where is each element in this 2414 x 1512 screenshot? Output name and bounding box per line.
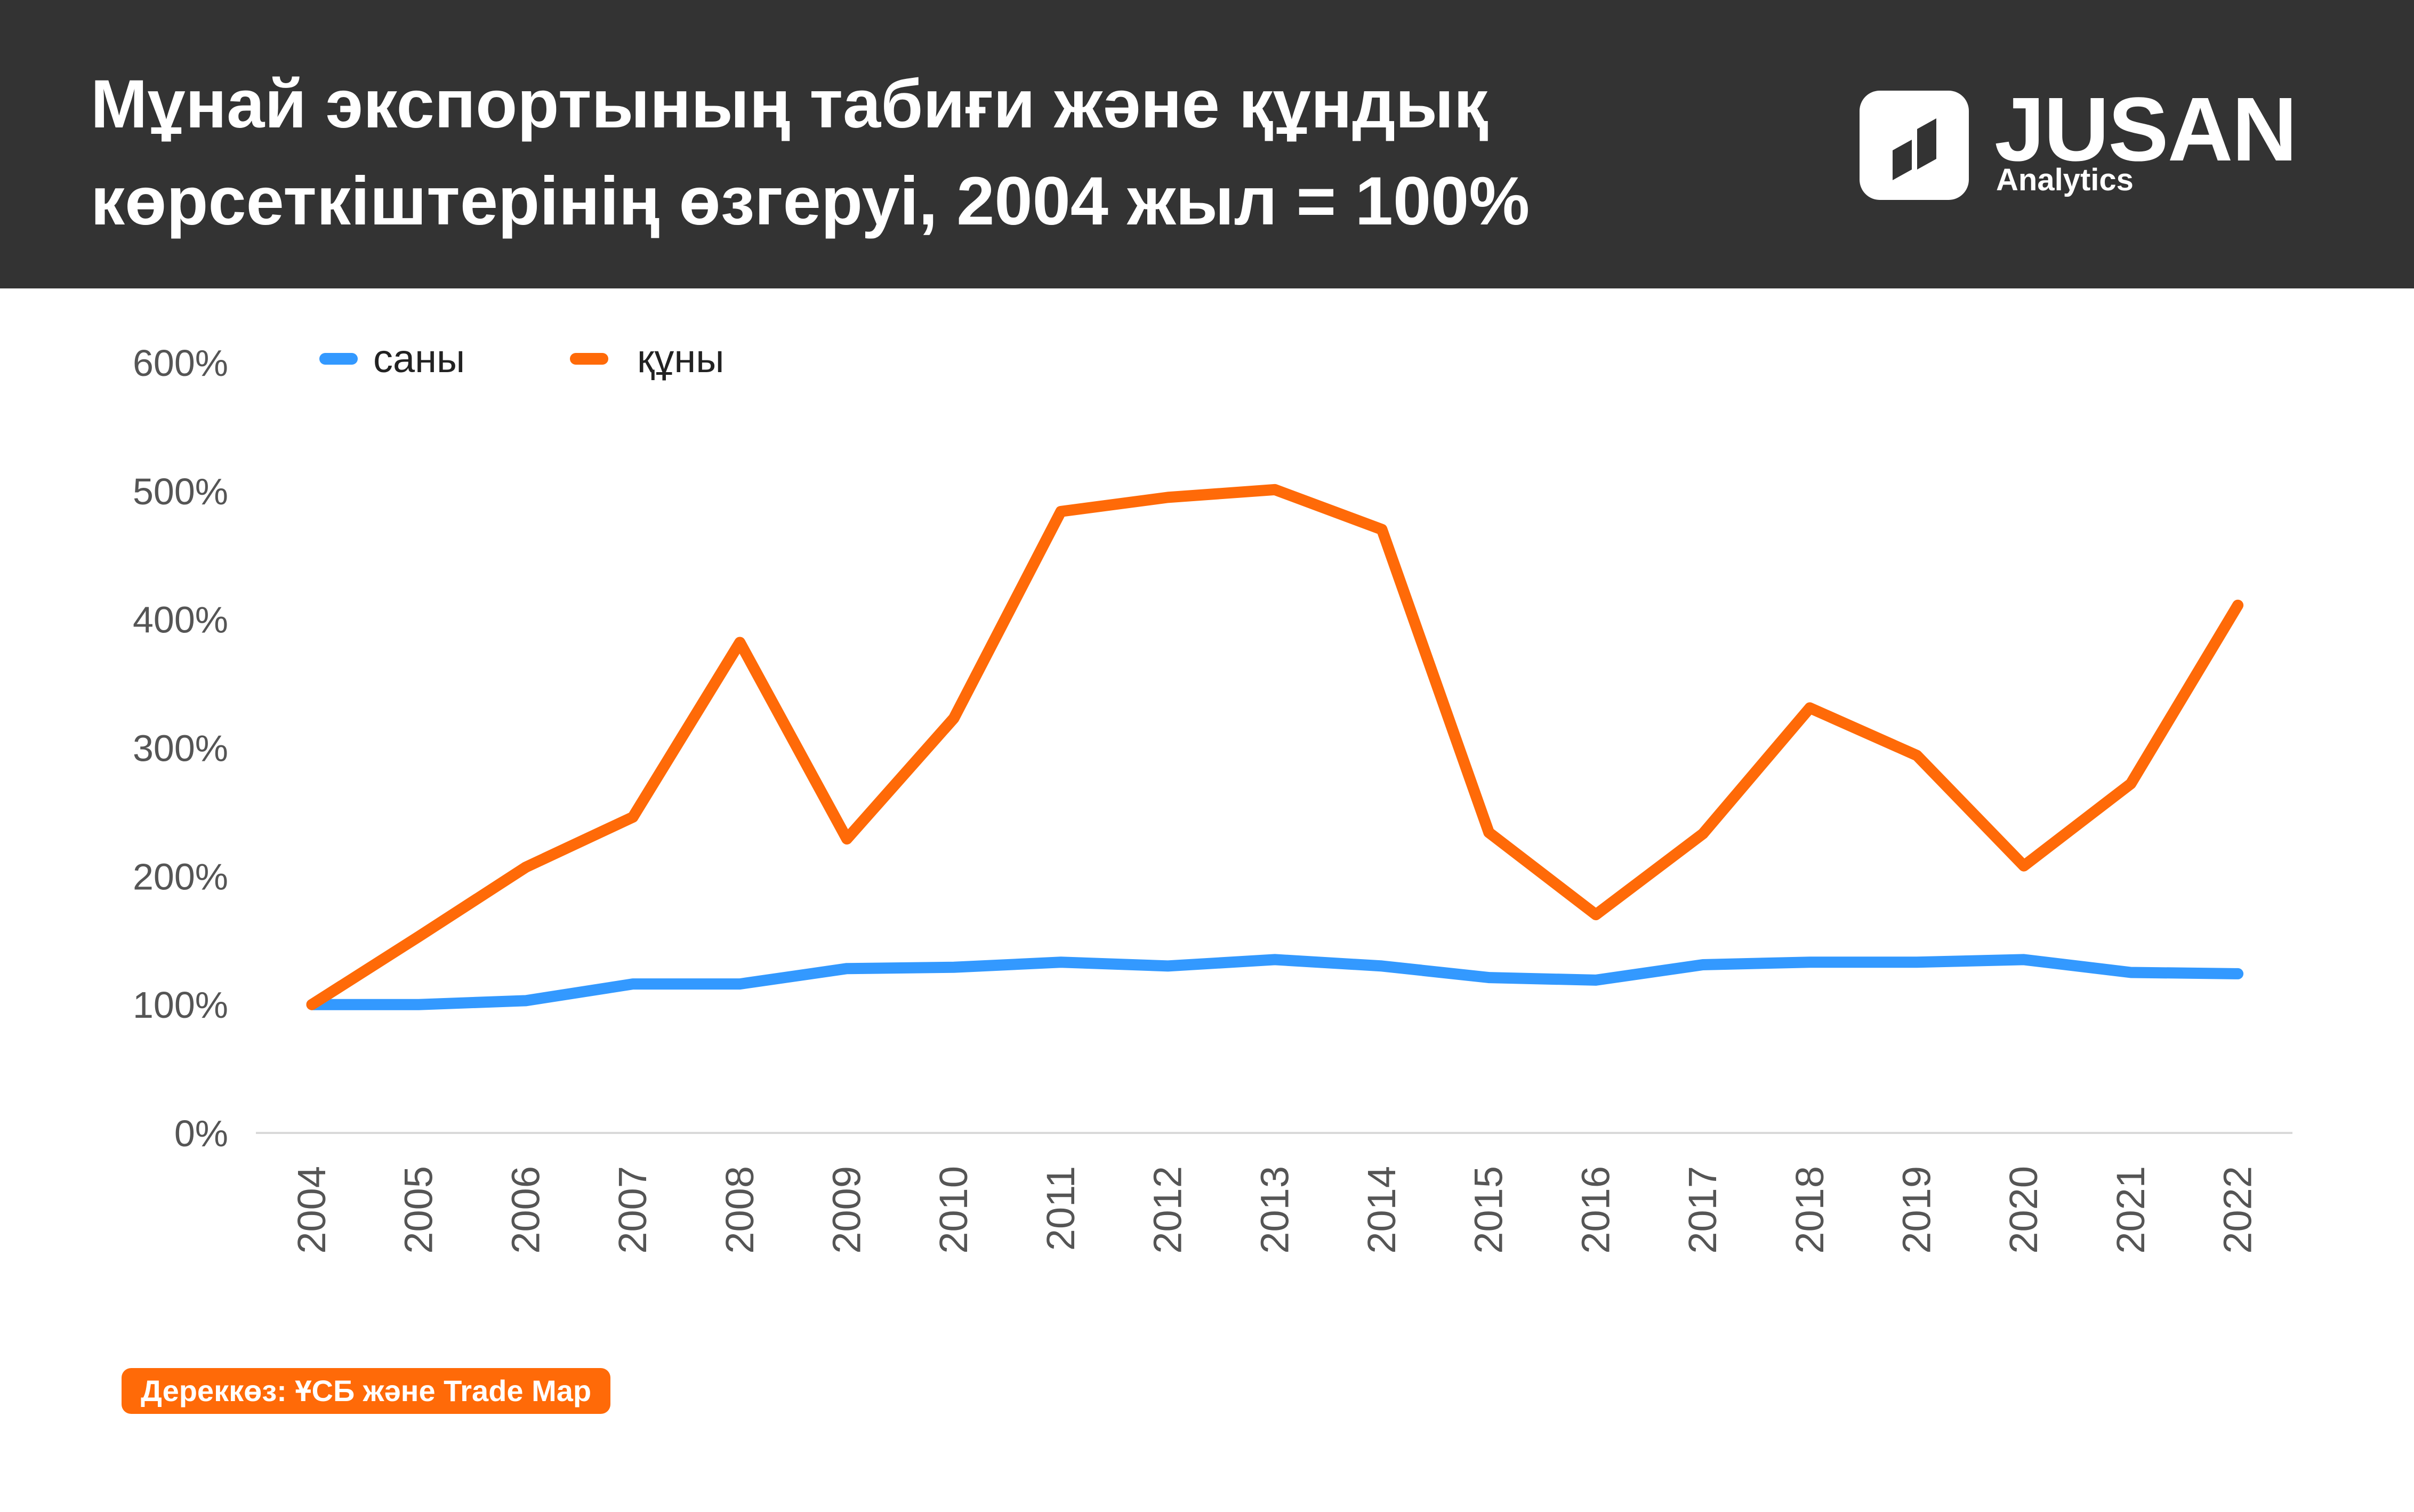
y-tick-label: 500%: [133, 471, 228, 512]
data-point: [2129, 782, 2133, 785]
x-tick-label: 2008: [718, 1166, 762, 1254]
data-point: [1915, 960, 1919, 964]
x-tick-label: 2015: [1467, 1166, 1511, 1254]
data-point: [1915, 753, 1919, 757]
data-point: [1380, 964, 1383, 968]
data-point: [524, 999, 528, 1002]
data-point: [631, 982, 635, 986]
x-tick-label: 2020: [2001, 1166, 2046, 1254]
data-point: [952, 966, 956, 969]
x-tick-label: 2018: [1788, 1166, 1832, 1254]
data-point: [1273, 958, 1277, 961]
x-axis: 2004 2005 2006 2007 2008 2009 2010 2011 2012 2013…: [289, 1166, 2260, 1254]
x-tick-label: 2004: [289, 1166, 334, 1254]
data-point: [1273, 488, 1277, 492]
legend-label: саны: [373, 336, 465, 381]
data-point: [1594, 913, 1598, 916]
data-point: [2236, 604, 2240, 607]
y-tick-label: 400%: [133, 599, 228, 641]
data-point: [1166, 964, 1170, 968]
data-point: [1166, 495, 1170, 499]
data-point: [738, 982, 742, 986]
series-line-sany: [306, 954, 2244, 1010]
data-point: [310, 1003, 313, 1007]
x-tick-label: 2016: [1573, 1166, 1618, 1254]
x-tick-label: 2013: [1252, 1166, 1297, 1254]
y-tick-label: 200%: [133, 856, 228, 897]
y-tick-label: 300%: [133, 728, 228, 769]
data-point: [1594, 978, 1598, 982]
data-point: [631, 815, 635, 819]
data-point: [417, 1003, 421, 1007]
data-point: [2022, 958, 2026, 961]
data-point: [738, 641, 742, 645]
y-tick-label: 600%: [133, 342, 228, 384]
data-point: [2236, 972, 2240, 976]
jusan-logo-icon: [1860, 91, 1969, 200]
data-point: [2129, 970, 2133, 974]
x-tick-label: 2022: [2216, 1166, 2260, 1254]
data-point: [1701, 832, 1705, 835]
x-tick-label: 2009: [825, 1166, 869, 1254]
legend: саны құны: [319, 336, 724, 381]
x-tick-label: 2005: [397, 1166, 441, 1254]
x-tick-label: 2011: [1039, 1166, 1083, 1251]
data-point: [1059, 510, 1063, 513]
title-line-2: көрсеткіштерінің өзгеруі, 2004 жыл = 100…: [91, 163, 1530, 239]
data-point: [952, 717, 956, 720]
data-point: [1808, 960, 1812, 964]
data-point: [1701, 963, 1705, 967]
data-point: [2022, 864, 2026, 868]
chart-title: Мұнай экспортының табиғи және құндық көр…: [91, 56, 1850, 250]
y-tick-label: 100%: [133, 984, 228, 1026]
line-chart: 0%100%200%300%400%500%600% 2004 2005 2006 2…: [133, 336, 2292, 1254]
data-point: [524, 865, 528, 869]
y-axis: 0% 100% 200% 300% 400% 500% 600%: [133, 342, 228, 1154]
x-tick-label: 2014: [1359, 1166, 1404, 1254]
jusan-logo: JUSAN Analytics: [1860, 84, 2302, 200]
y-tick-label: 0%: [174, 1113, 228, 1154]
logo-subtitle: Analytics: [1996, 163, 2134, 197]
x-tick-label: 2010: [931, 1166, 976, 1254]
source-badge: Дереккөз: ҰСБ және Trade Map: [122, 1368, 611, 1414]
x-tick-label: 2012: [1146, 1166, 1190, 1254]
data-point: [845, 837, 849, 841]
x-tick-label: 2017: [1680, 1166, 1725, 1254]
header-banner: Мұнай экспортының табиғи және құндық көр…: [0, 0, 2414, 288]
series-line-quny: [306, 484, 2244, 1010]
legend-label: құны: [637, 336, 724, 381]
x-tick-label: 2007: [610, 1166, 655, 1254]
series-lines: [306, 484, 2244, 1010]
logo-wordmark: JUSAN: [1994, 79, 2297, 180]
data-point: [1487, 976, 1491, 979]
x-tick-label: 2006: [503, 1166, 548, 1254]
title-line-1: Мұнай экспортының табиғи және құндық: [91, 66, 1488, 142]
data-point: [1487, 831, 1491, 834]
data-point: [1380, 528, 1383, 532]
x-tick-label: 2019: [1895, 1166, 1939, 1254]
data-point: [845, 967, 849, 970]
data-point: [1059, 960, 1063, 964]
x-tick-label: 2021: [2109, 1166, 2153, 1254]
data-point: [417, 935, 421, 938]
data-point: [1808, 706, 1812, 710]
